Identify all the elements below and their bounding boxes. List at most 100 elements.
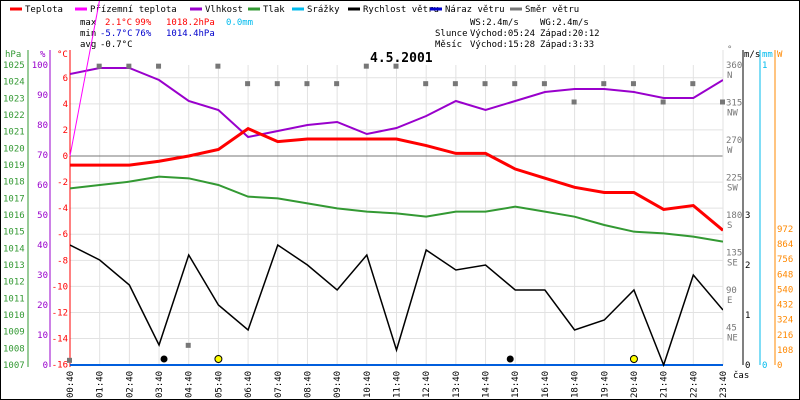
tick-hpa: 1009 — [3, 328, 25, 338]
legend-label: Přízemní teplota — [90, 5, 177, 15]
tick-time: 19:40 — [600, 371, 610, 398]
legend-label: Náraz větru — [445, 5, 505, 15]
tick-hpa: 1025 — [3, 61, 25, 71]
tick-ms: 3 — [745, 211, 750, 221]
tick-time: 23:40 — [719, 371, 729, 398]
tick-time: 21:40 — [660, 371, 670, 398]
wind-direction-point — [512, 81, 518, 87]
stat-min_h: 76% — [135, 29, 152, 39]
tick-hpa: 1018 — [3, 178, 25, 188]
tick-time: 09:40 — [333, 371, 343, 398]
tick-time: 07:40 — [274, 371, 284, 398]
info-moon_rise: Východ:15:28 — [470, 40, 535, 50]
tick-pct: 100 — [32, 61, 48, 71]
wind-direction-point — [482, 81, 488, 87]
wind-direction-point — [571, 99, 577, 105]
tick-w: 540 — [777, 285, 793, 295]
tick-hpa: 1011 — [3, 294, 25, 304]
tick-dir-cardinal: NW — [727, 109, 738, 119]
legend-label: Tlak — [263, 5, 285, 15]
series-line-p-zemn-teplota — [69, 0, 101, 157]
tick-hpa: 1023 — [3, 94, 25, 104]
tick-hpa: 1012 — [3, 278, 25, 288]
sun-icon — [214, 355, 223, 363]
info-sun_rise: Východ:05:24 — [470, 29, 535, 39]
tick-temp: 0 — [63, 152, 68, 162]
wind-direction-point — [630, 81, 636, 87]
tick-w: 972 — [777, 225, 793, 235]
tick-dir-cardinal: SE — [727, 259, 738, 269]
tick-dir-cardinal: SW — [727, 184, 738, 194]
wind-direction-point — [363, 63, 369, 69]
tick-w: 432 — [777, 301, 793, 311]
tick-hpa: 1020 — [3, 144, 25, 154]
tick-hpa: 1022 — [3, 111, 25, 121]
info-sun_set: Západ:20:12 — [540, 29, 600, 39]
stat-max_t: 2.1°C — [105, 18, 132, 28]
tick-temp: -16 — [52, 361, 68, 371]
axis-label-time: čas — [733, 370, 749, 381]
tick-dir: 270 — [726, 136, 742, 146]
tick-dir-cardinal: E — [727, 296, 732, 306]
tick-dir: 90 — [726, 286, 737, 296]
wind-direction-point — [393, 63, 399, 69]
tick-pct: 60 — [37, 181, 48, 191]
info-wg: WG:2.4m/s — [540, 18, 589, 28]
tick-dir: 225 — [726, 174, 742, 184]
sun-icon — [629, 355, 638, 363]
legend-label: Směr větru — [525, 5, 579, 15]
tick-hpa: 1021 — [3, 128, 25, 138]
tick-temp: -10 — [52, 282, 68, 292]
tick-time: 15:40 — [511, 371, 521, 398]
tick-w: 216 — [777, 331, 793, 341]
tick-dir: 180 — [726, 211, 742, 221]
axis-label-w: W — [777, 50, 783, 60]
tick-hpa: 1010 — [3, 311, 25, 321]
tick-time: 20:40 — [630, 371, 640, 398]
info-moon_label: Měsíc — [435, 40, 462, 50]
tick-dir-cardinal: W — [727, 146, 733, 156]
tick-time: 00:40 — [66, 371, 76, 398]
tick-temp: -12 — [52, 308, 68, 318]
chart-title: 4.5.2001 — [370, 51, 433, 66]
tick-time: 01:40 — [96, 371, 106, 398]
wind-direction-point — [245, 81, 251, 87]
axis-label-hpa: hPa — [5, 50, 21, 60]
axis-label-ms: m/s — [744, 50, 760, 60]
tick-dir-cardinal: S — [727, 221, 732, 231]
legend-label: Teplota — [25, 5, 63, 15]
tick-pct: 70 — [37, 151, 48, 161]
info-sun_label: Slunce — [435, 29, 468, 39]
tick-time: 12:40 — [422, 371, 432, 398]
stat-avg_t: -0.7°C — [100, 40, 133, 50]
wind-direction-point — [660, 99, 666, 105]
wind-direction-point — [690, 81, 696, 87]
tick-time: 06:40 — [244, 371, 254, 398]
tick-dir: 360 — [726, 61, 742, 71]
tick-time: 14:40 — [482, 371, 492, 398]
axis-label-temp: °C — [57, 50, 68, 60]
legend-label: Srážky — [307, 5, 340, 15]
stat-max_r: 0.0mm — [226, 18, 253, 28]
tick-time: 22:40 — [689, 371, 699, 398]
tick-time: 18:40 — [571, 371, 581, 398]
tick-hpa: 1007 — [3, 361, 25, 371]
tick-ms: 1 — [745, 311, 750, 321]
tick-ms: 2 — [745, 261, 750, 271]
tick-temp: 2 — [63, 126, 68, 136]
tick-w: 324 — [777, 316, 793, 326]
tick-time: 03:40 — [155, 371, 165, 398]
tick-temp: -14 — [52, 335, 68, 345]
tick-temp: -4 — [57, 204, 68, 214]
tick-dir: 315 — [726, 99, 742, 109]
stat-avg_label: avg — [80, 40, 96, 50]
stat-max_h: 99% — [135, 18, 152, 28]
wind-direction-point — [185, 342, 191, 348]
stat-max_p: 1018.2hPa — [166, 18, 215, 28]
wind-direction-point — [452, 81, 458, 87]
tick-time: 13:40 — [452, 371, 462, 398]
tick-pct: 80 — [37, 121, 48, 131]
tick-hpa: 1014 — [3, 244, 25, 254]
